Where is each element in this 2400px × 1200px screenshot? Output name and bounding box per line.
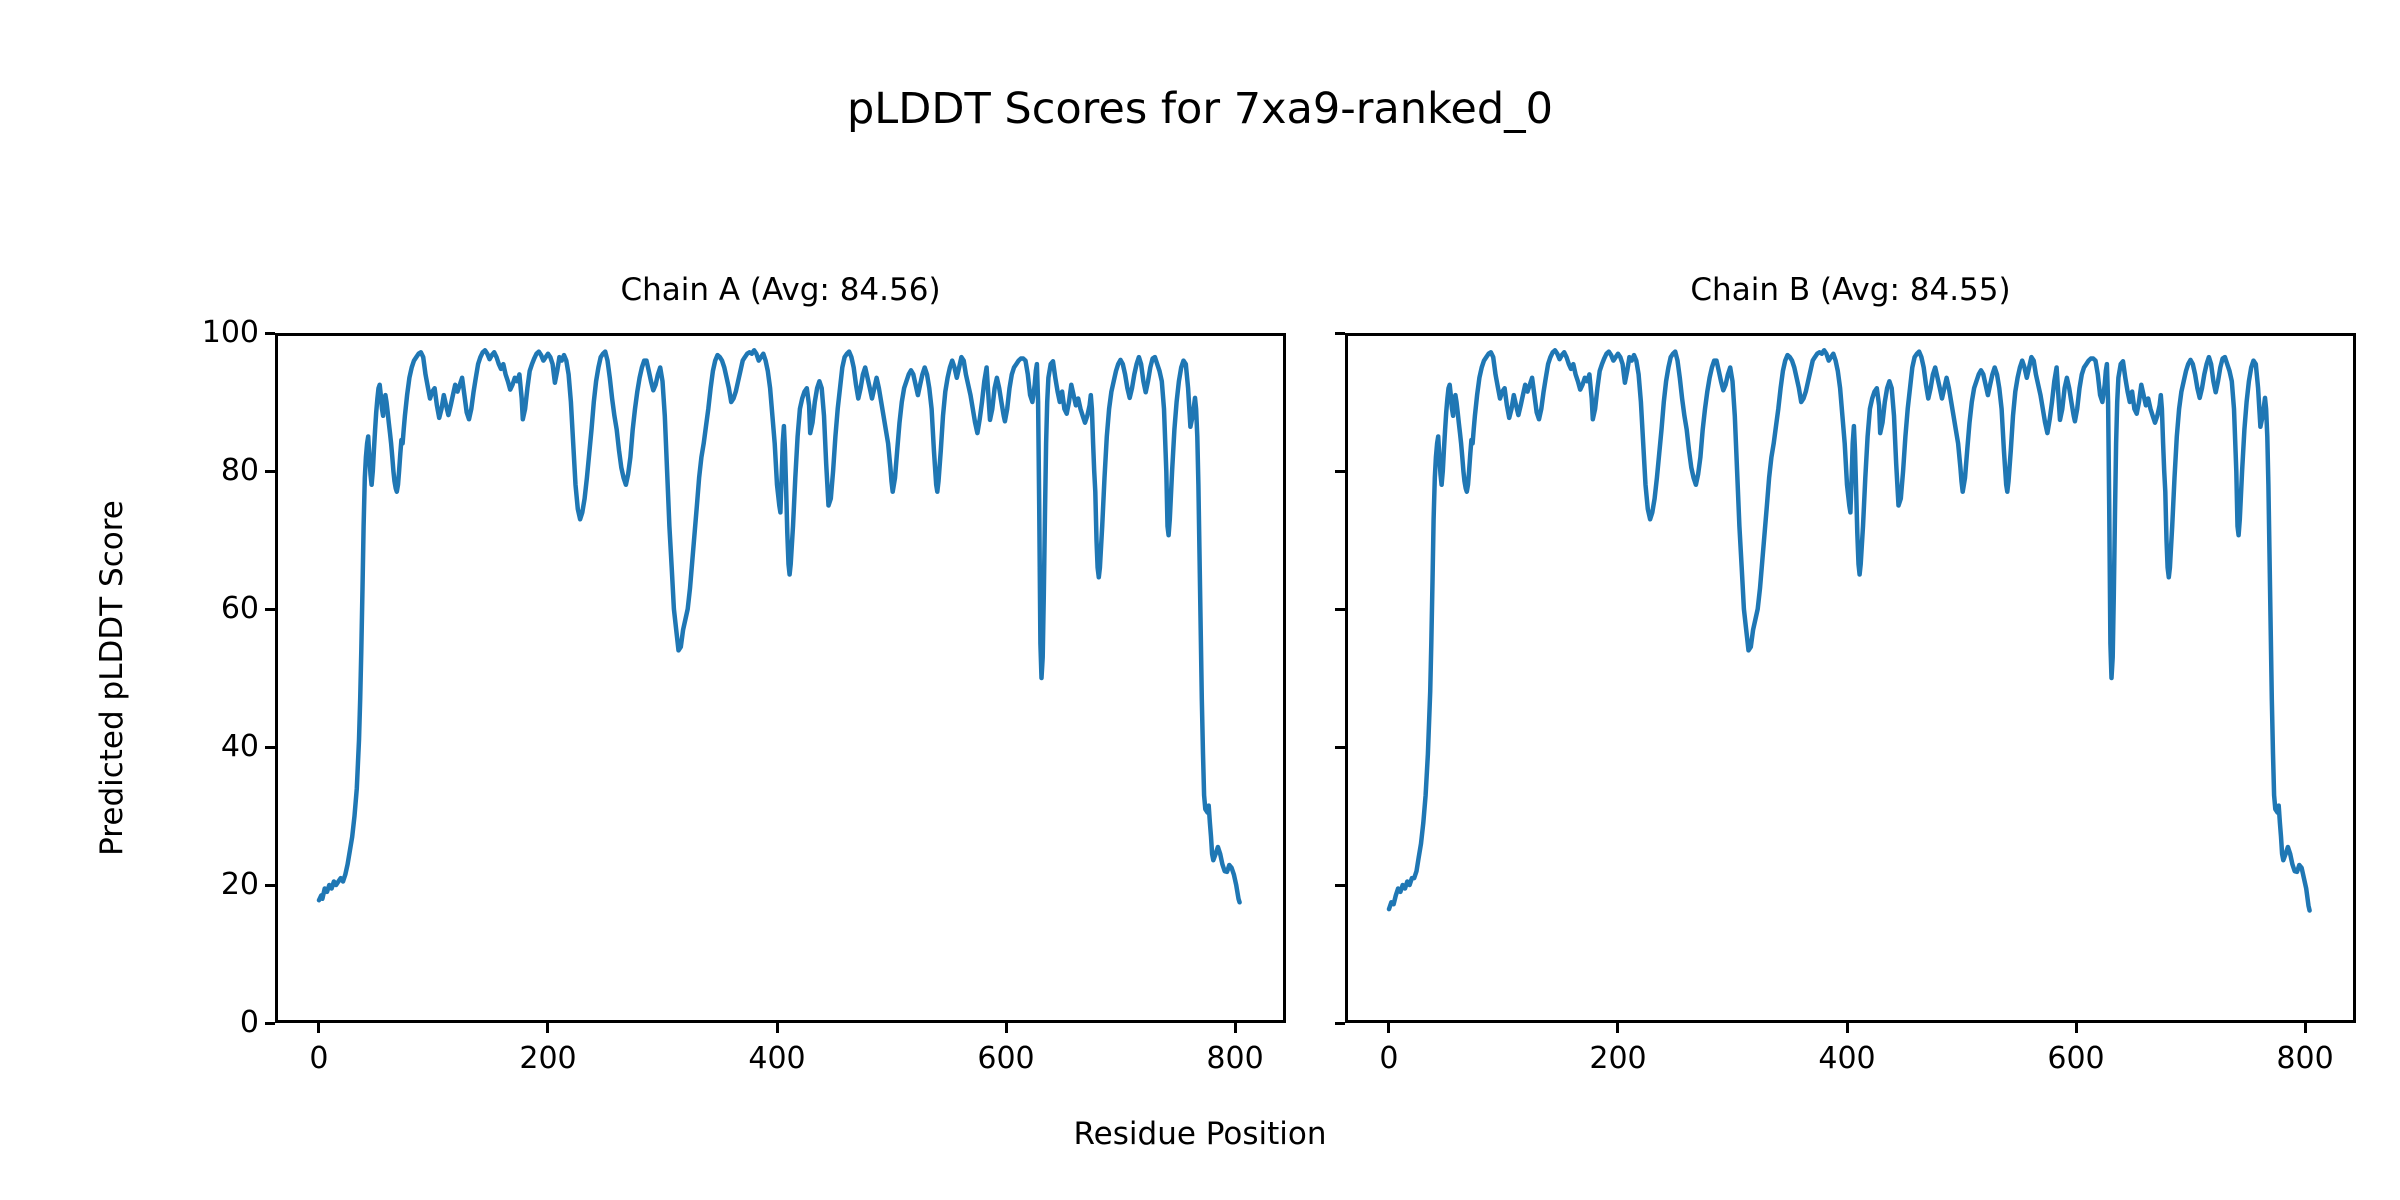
- subplot-title-chain-b: Chain B (Avg: 84.55): [1690, 272, 2011, 308]
- y-tick-mark: [1335, 469, 1345, 473]
- y-tick-label: 0: [239, 1005, 259, 1040]
- y-tick-mark: [265, 469, 275, 473]
- x-tick-mark: [1233, 1023, 1237, 1033]
- y-tick-label: 80: [220, 453, 259, 488]
- y-tick-mark: [265, 331, 275, 335]
- x-tick-label: 400: [748, 1041, 806, 1076]
- x-tick-label: 200: [1589, 1041, 1647, 1076]
- y-tick-mark: [265, 883, 275, 887]
- plot-area-chain-a: [316, 348, 1242, 905]
- x-axis-label: Residue Position: [1073, 1116, 1327, 1152]
- plddt-line-chain-b: [1386, 348, 2312, 913]
- x-tick-label: 800: [1206, 1041, 1264, 1076]
- figure-title: pLDDT Scores for 7xa9-ranked_0: [847, 84, 1553, 134]
- x-tick-label: 800: [2276, 1041, 2334, 1076]
- x-tick-mark: [546, 1023, 550, 1033]
- x-tick-label: 0: [309, 1041, 329, 1076]
- y-tick-label: 60: [220, 591, 259, 626]
- x-tick-mark: [2074, 1023, 2078, 1033]
- y-tick-mark: [1335, 607, 1345, 611]
- x-tick-label: 200: [519, 1041, 577, 1076]
- plot-area-chain-b: [1386, 348, 2312, 913]
- y-tick-label: 100: [201, 315, 259, 350]
- x-tick-mark: [317, 1023, 321, 1033]
- y-axis-label: Predicted pLDDT Score: [94, 500, 130, 856]
- x-tick-mark: [1616, 1023, 1620, 1033]
- x-tick-label: 600: [977, 1041, 1035, 1076]
- x-tick-mark: [775, 1023, 779, 1033]
- x-tick-mark: [1387, 1023, 1391, 1033]
- plddt-line-chain-a: [316, 348, 1242, 905]
- x-tick-mark: [2303, 1023, 2307, 1033]
- y-tick-mark: [1335, 745, 1345, 749]
- subplot-title-chain-a: Chain A (Avg: 84.56): [620, 272, 941, 308]
- y-tick-mark: [1335, 1021, 1345, 1025]
- x-tick-mark: [1845, 1023, 1849, 1033]
- y-tick-mark: [1335, 331, 1345, 335]
- y-tick-mark: [1335, 883, 1345, 887]
- x-tick-label: 400: [1818, 1041, 1876, 1076]
- x-tick-label: 0: [1379, 1041, 1399, 1076]
- y-tick-mark: [265, 607, 275, 611]
- x-tick-mark: [1004, 1023, 1008, 1033]
- x-tick-label: 600: [2047, 1041, 2105, 1076]
- y-tick-mark: [265, 745, 275, 749]
- y-tick-label: 20: [220, 867, 259, 902]
- y-tick-mark: [265, 1021, 275, 1025]
- y-tick-label: 40: [220, 729, 259, 764]
